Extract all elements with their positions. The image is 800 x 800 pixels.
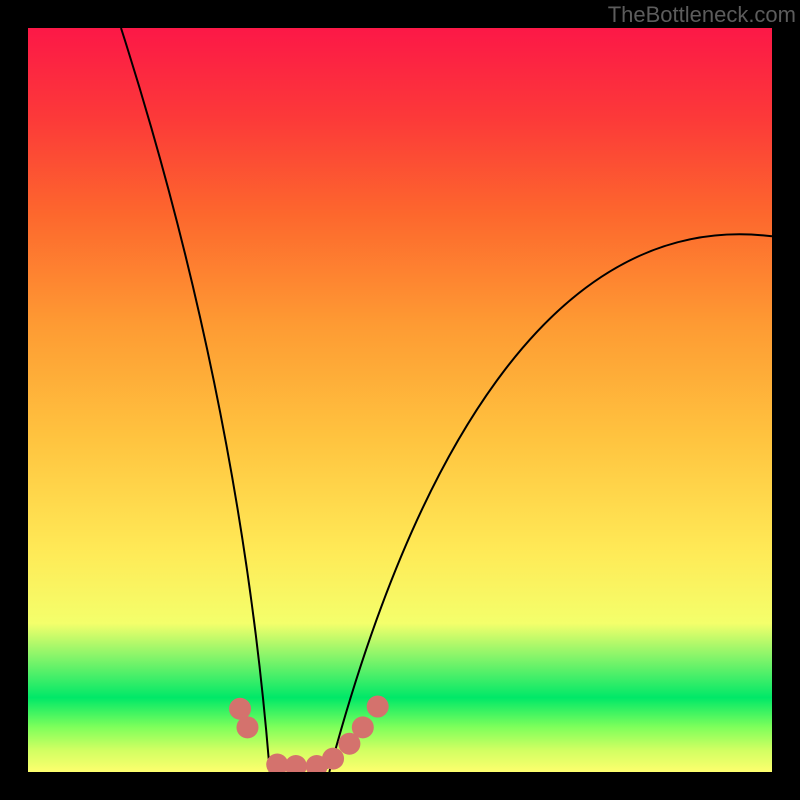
chart-svg [0, 0, 800, 800]
marker-point [322, 748, 344, 770]
marker-point [352, 716, 374, 738]
marker-point [367, 696, 389, 718]
chart-stage: TheBottleneck.com [0, 0, 800, 800]
watermark-text: TheBottleneck.com [608, 2, 796, 28]
plot-background [28, 28, 772, 772]
marker-point [236, 716, 258, 738]
